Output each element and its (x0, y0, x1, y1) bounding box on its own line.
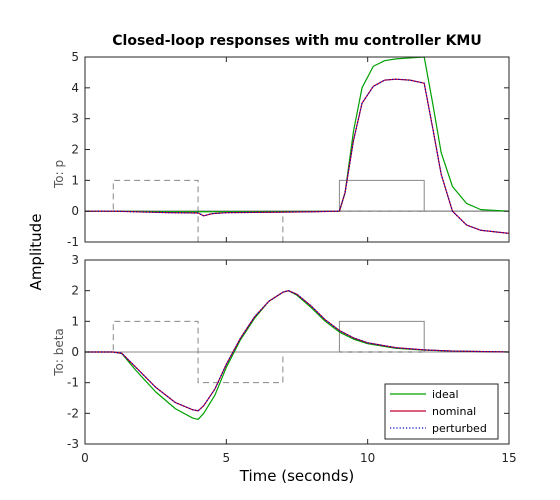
y-tick-label-p: 0 (71, 204, 79, 218)
series-perturbed-beta (85, 290, 510, 412)
series-nominal-p (85, 78, 510, 234)
y-tick-label-beta: -3 (67, 437, 79, 451)
reference-signal-p (85, 179, 509, 212)
panel-beta: To: beta -3 -2 -1 0 1 2 3 0 5 10 15 (52, 253, 517, 465)
row-label-beta: To: beta (52, 328, 66, 377)
legend-label-ideal: ideal (432, 388, 459, 401)
x-tick-label: 15 (501, 451, 516, 465)
series-ideal-p (85, 56, 510, 213)
y-tick-label-p: 2 (71, 143, 79, 157)
y-tick-label-beta: 1 (71, 314, 79, 328)
legend: ideal nominal perturbed (384, 383, 499, 440)
legend-label-perturbed: perturbed (432, 422, 487, 435)
y-tick-label-p: 4 (71, 81, 79, 95)
panel-p: To: p -1 0 1 2 3 4 5 (52, 50, 510, 249)
y-axis-label: Amplitude (27, 214, 45, 291)
chart-title: Closed-loop responses with mu controller… (112, 33, 481, 49)
y-tick-label-beta: 2 (71, 284, 79, 298)
x-axis-label: Time (seconds) (239, 467, 355, 485)
y-tick-label-beta: 0 (71, 345, 79, 359)
disturbance-signal-p (85, 179, 509, 243)
y-tick-label-p: 3 (71, 112, 79, 126)
y-tick-label-beta: -1 (67, 376, 79, 390)
series-perturbed-p (85, 78, 510, 234)
x-tick-label: 0 (81, 451, 89, 465)
x-tick-label: 5 (223, 451, 231, 465)
y-tick-label-beta: 3 (71, 253, 79, 267)
disturbance-signal-beta (85, 320, 509, 384)
reference-signal-beta (85, 320, 509, 353)
plot-area-p (84, 56, 510, 243)
y-tick-label-p: -1 (67, 235, 79, 249)
row-label-p: To: p (52, 160, 66, 189)
legend-label-nominal: nominal (432, 405, 476, 418)
x-tick-label: 10 (360, 451, 375, 465)
y-tick-label-p: 5 (71, 50, 79, 64)
y-tick-label-p: 1 (71, 173, 79, 187)
y-tick-label-beta: -2 (67, 406, 79, 420)
